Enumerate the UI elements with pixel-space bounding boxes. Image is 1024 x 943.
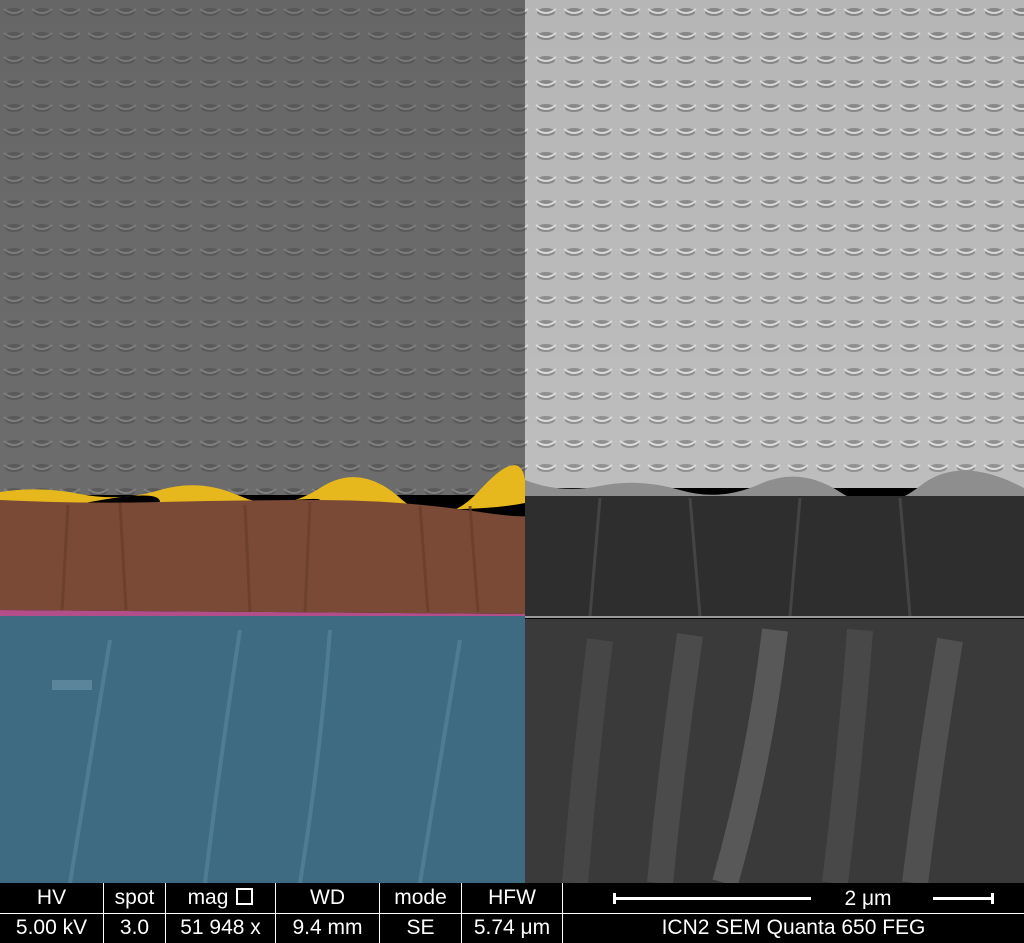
mag-label: mag: [187, 886, 229, 909]
scale-bar-label: 2 μm: [844, 887, 892, 910]
sem-info-bar: HV 5.00 kV spot 3.0 mag 51 948 x WD 9.4 …: [0, 883, 1024, 943]
spot-label: spot: [114, 886, 155, 909]
square-frame-icon: [236, 888, 254, 905]
blue-substrate: [0, 616, 525, 883]
hfw-cell: HFW 5.74 μm: [462, 883, 563, 943]
info-divider: [0, 913, 562, 914]
mode-label: mode: [394, 886, 447, 909]
grayscale-half: [525, 0, 1024, 883]
wd-cell: WD 9.4 mm: [276, 883, 380, 943]
wd-label: WD: [310, 886, 345, 909]
scale-tick-right: [991, 893, 994, 904]
wd-value: 9.4 mm: [292, 916, 363, 939]
false-colored-half: [0, 0, 536, 883]
mag-label-wrap: mag: [166, 884, 275, 912]
scale-cell: 2 μm ICN2 SEM Quanta 650 FEG: [563, 883, 1024, 943]
scale-bar-right: [933, 897, 991, 900]
hv-value: 5.00 kV: [15, 916, 88, 939]
scale-divider: [563, 913, 1024, 914]
hfw-label: HFW: [488, 886, 536, 909]
hfw-value: 5.74 μm: [473, 916, 551, 939]
spot-cell: spot 3.0: [104, 883, 166, 943]
mag-value: 51 948 x: [180, 916, 261, 939]
brown-layer: [0, 500, 536, 614]
gold-layer: [0, 465, 525, 515]
mode-value: SE: [406, 916, 435, 939]
mag-cell: mag 51 948 x: [166, 883, 276, 943]
spot-value: 3.0: [119, 916, 150, 939]
sem-image: [0, 0, 1024, 883]
hv-label: HV: [36, 886, 67, 909]
scale-bar-left: [613, 897, 811, 900]
instrument-name: ICN2 SEM Quanta 650 FEG: [661, 916, 926, 939]
